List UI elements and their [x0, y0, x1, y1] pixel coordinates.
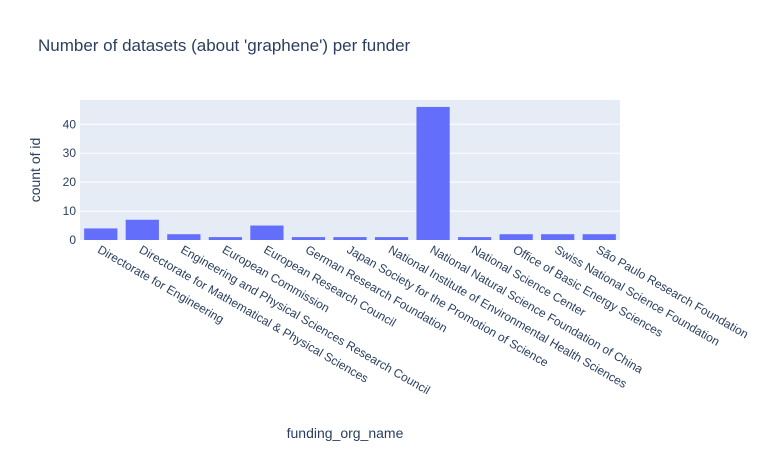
bar[interactable] [416, 106, 450, 241]
bar[interactable] [333, 237, 367, 240]
bar[interactable] [208, 237, 242, 240]
y-tick-label: 10 [63, 204, 77, 218]
bar[interactable] [250, 225, 284, 240]
bar[interactable] [541, 234, 575, 240]
y-axis-title: count of id [27, 138, 43, 203]
bar-series [84, 106, 616, 241]
bar[interactable] [84, 228, 118, 240]
x-axis-title: funding_org_name [287, 425, 404, 441]
y-tick-label: 0 [69, 233, 76, 247]
bar[interactable] [374, 237, 409, 240]
y-tick-label: 20 [63, 175, 77, 189]
bar[interactable] [458, 237, 492, 240]
y-axis-ticks: 0 10 20 30 40 [63, 117, 77, 247]
bar[interactable] [167, 234, 201, 240]
plot-area [80, 100, 620, 240]
y-tick-label: 30 [63, 146, 77, 160]
bar[interactable] [125, 219, 159, 240]
bar[interactable] [499, 234, 533, 240]
chart-title: Number of datasets (about 'graphene') pe… [38, 36, 411, 55]
y-tick-label: 40 [63, 117, 77, 131]
gridlines [80, 123, 620, 212]
bar[interactable] [582, 234, 616, 240]
bar[interactable] [291, 237, 326, 240]
